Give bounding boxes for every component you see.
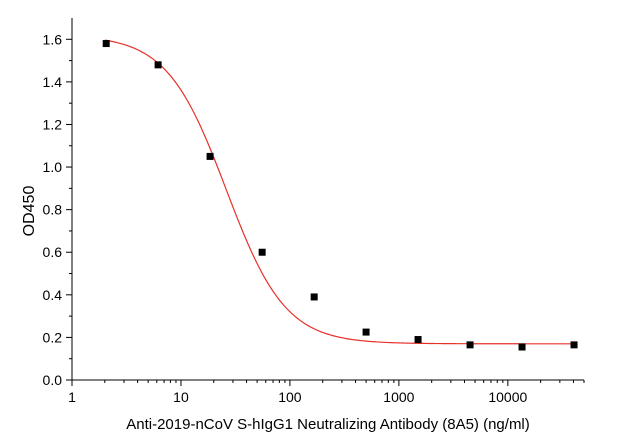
fit-curve <box>104 39 575 345</box>
data-point <box>206 152 214 160</box>
y-tick-label: 1.0 <box>43 159 63 175</box>
ticks: 0.0 0.2 0.4 0.6 0.8 1.0 1.2 1.4 1.6 1 10 100 1000 100… <box>43 31 585 405</box>
x-tick-label: 1000 <box>383 389 414 405</box>
x-tick-label: 10000 <box>488 389 527 405</box>
x-axis-title: Anti-2019-nCoV S-hIgG1 Neutralizing Anti… <box>126 416 530 433</box>
data-point <box>466 341 474 349</box>
y-tick-label: 0.0 <box>43 372 63 388</box>
data-point <box>258 248 266 256</box>
y-tick-label: 1.6 <box>43 31 63 47</box>
data-point <box>154 61 162 69</box>
axes <box>71 18 584 381</box>
x-tick-label: 1 <box>68 389 76 405</box>
y-tick-label: 1.2 <box>43 116 63 132</box>
x-tick-label: 10 <box>173 389 189 405</box>
y-tick-label: 0.2 <box>43 329 63 345</box>
data-point <box>414 336 422 344</box>
data-point <box>570 341 578 349</box>
y-tick-label: 0.4 <box>43 287 63 303</box>
data-point <box>518 343 526 351</box>
data-points-layer <box>102 40 578 351</box>
x-tick-label: 100 <box>278 389 302 405</box>
data-point <box>362 328 370 336</box>
fit-curve-layer <box>104 39 575 345</box>
data-point <box>310 293 318 301</box>
y-tick-label: 0.6 <box>43 244 63 260</box>
y-axis-title: OD450 <box>21 186 38 237</box>
data-point <box>102 40 110 48</box>
y-tick-label: 0.8 <box>43 202 63 218</box>
y-tick-label: 1.4 <box>43 74 63 90</box>
